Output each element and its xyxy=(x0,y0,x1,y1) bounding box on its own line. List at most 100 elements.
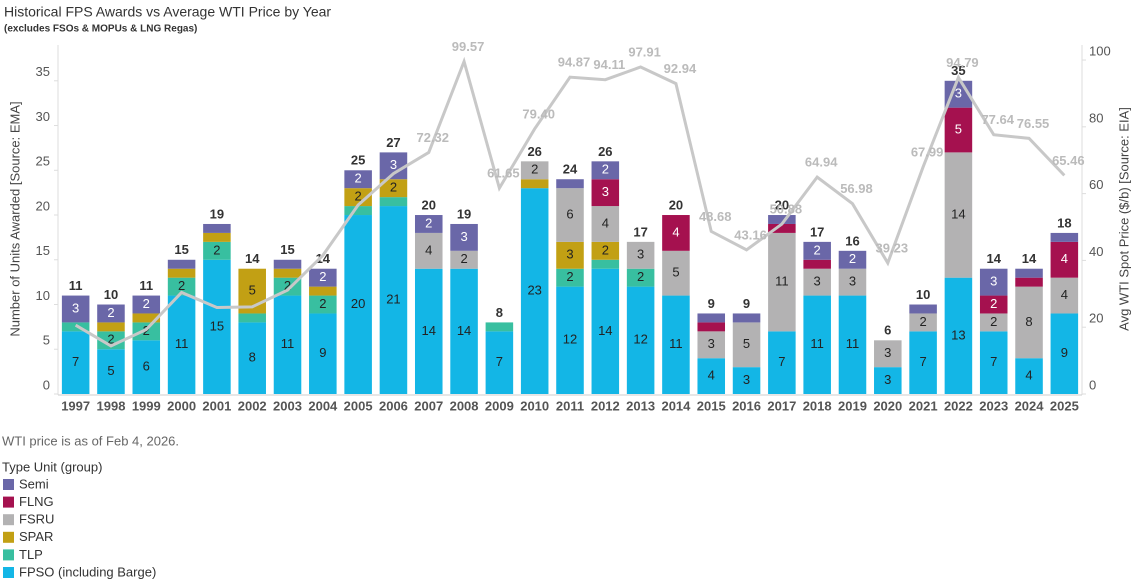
data-label: 3 xyxy=(743,372,750,387)
data-label: 5 xyxy=(672,265,679,280)
bar-segment xyxy=(662,250,690,296)
data-label: 11 xyxy=(775,274,789,289)
bar-segment xyxy=(414,215,443,233)
note: WTI price is as of Feb 4, 2026. xyxy=(2,433,179,448)
bar-segment xyxy=(450,223,478,251)
line-label: 43.16 xyxy=(734,227,767,242)
line-label: 56.98 xyxy=(840,181,873,196)
data-label: 3 xyxy=(814,274,821,289)
bar-segment xyxy=(591,268,620,394)
bar-segment xyxy=(556,179,584,189)
x-tick-label: 2009 xyxy=(485,398,514,413)
total-label: 11 xyxy=(139,278,153,293)
legend-title: Type Unit (group) xyxy=(2,459,102,474)
bar-segment xyxy=(485,331,514,394)
total-label: 10 xyxy=(916,287,930,302)
data-label: 14 xyxy=(598,323,612,338)
bar-segment xyxy=(697,331,726,359)
y2-tick-label: 80 xyxy=(1089,110,1103,125)
data-label: 9 xyxy=(1061,345,1068,360)
x-tick-label: 2021 xyxy=(909,398,938,413)
data-label: 13 xyxy=(951,327,965,342)
line-label: 99.57 xyxy=(452,39,485,54)
total-label: 27 xyxy=(386,135,400,150)
data-label: 14 xyxy=(422,323,436,338)
bar-segment xyxy=(732,367,761,394)
data-label: 4 xyxy=(1061,287,1068,302)
chart-subtitle: (excludes FSOs & MOPUs & LNG Regas) xyxy=(4,24,197,35)
data-label: 2 xyxy=(566,269,573,284)
bar-segment xyxy=(662,215,690,251)
data-label: 2 xyxy=(107,332,114,347)
bar-segment xyxy=(803,259,831,269)
bar-segment xyxy=(167,259,196,269)
bar-segment xyxy=(838,250,867,269)
total-label: 14 xyxy=(245,251,260,266)
bar-segment xyxy=(1015,358,1043,394)
bar-segment xyxy=(626,268,655,287)
data-label: 3 xyxy=(884,372,891,387)
bar-segment xyxy=(450,268,478,394)
bar-segment xyxy=(238,313,266,323)
x-tick-label: 1997 xyxy=(61,398,90,413)
bar-segment xyxy=(556,268,584,287)
y-axis-title: Number of Units Awarded [Source: EMA] xyxy=(7,101,22,336)
bar-segment xyxy=(520,179,549,189)
x-tick-label: 2013 xyxy=(626,398,655,413)
total-label: 9 xyxy=(708,296,715,311)
x-tick-label: 2010 xyxy=(520,398,549,413)
total-label: 19 xyxy=(457,206,471,221)
data-label: 5 xyxy=(107,363,114,378)
bar-segment xyxy=(97,331,125,350)
data-label: 5 xyxy=(743,336,750,351)
data-label: 2 xyxy=(990,296,997,311)
bar-segment xyxy=(697,322,726,332)
bar-segment xyxy=(520,188,549,394)
bar-segment xyxy=(132,322,161,341)
line-label: 65.46 xyxy=(1052,153,1085,168)
data-label: 11 xyxy=(810,336,824,351)
legend-swatch xyxy=(3,531,14,543)
line-label: 39.23 xyxy=(876,240,909,255)
y-tick-label: 35 xyxy=(36,64,50,79)
data-label: 5 xyxy=(955,121,962,136)
bar-segment xyxy=(732,322,761,368)
y2-axis-title: Avg WTI Spot Price ($/b) [Source: EIA] xyxy=(1116,107,1131,331)
line-label: 94.79 xyxy=(946,55,979,70)
data-label: 2 xyxy=(919,314,926,329)
data-label: 7 xyxy=(496,354,503,369)
x-tick-label: 2019 xyxy=(838,398,867,413)
bar-segment xyxy=(626,241,655,269)
x-tick-label: 2006 xyxy=(379,398,408,413)
y-tick-label: 5 xyxy=(43,333,50,348)
y2-tick-label: 100 xyxy=(1089,43,1111,58)
bar-segment xyxy=(132,340,161,394)
bar-segment xyxy=(97,349,125,394)
data-label: 14 xyxy=(457,323,471,338)
total-label: 26 xyxy=(598,144,612,159)
bar-segment xyxy=(97,322,125,332)
data-label: 7 xyxy=(919,354,926,369)
data-label: 2 xyxy=(425,215,432,230)
legend-label: FSRU xyxy=(19,512,54,527)
data-label: 3 xyxy=(602,184,609,199)
x-tick-label: 2005 xyxy=(344,398,373,413)
bar-segment xyxy=(556,286,584,394)
data-label: 3 xyxy=(849,274,856,289)
bar-segment xyxy=(203,223,231,233)
y-tick-label: 15 xyxy=(36,243,50,258)
data-label: 11 xyxy=(281,336,295,351)
bar-segment xyxy=(979,313,1008,332)
data-label: 11 xyxy=(846,336,860,351)
bar-segment xyxy=(167,277,196,296)
bar-segment xyxy=(309,313,337,394)
legend-label: Semi xyxy=(19,476,49,491)
bar-segment xyxy=(944,277,973,394)
data-label: 4 xyxy=(672,224,679,239)
data-label: 20 xyxy=(351,296,365,311)
total-label: 6 xyxy=(884,323,891,338)
data-label: 4 xyxy=(1061,251,1068,266)
line-label: 67.99 xyxy=(911,144,944,159)
bar-segment xyxy=(309,268,337,287)
data-label: 2 xyxy=(990,314,997,329)
